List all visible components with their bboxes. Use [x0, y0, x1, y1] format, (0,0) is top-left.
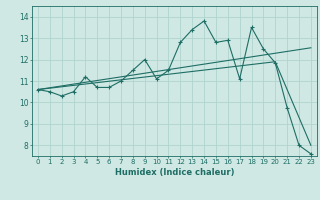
X-axis label: Humidex (Indice chaleur): Humidex (Indice chaleur)	[115, 168, 234, 177]
